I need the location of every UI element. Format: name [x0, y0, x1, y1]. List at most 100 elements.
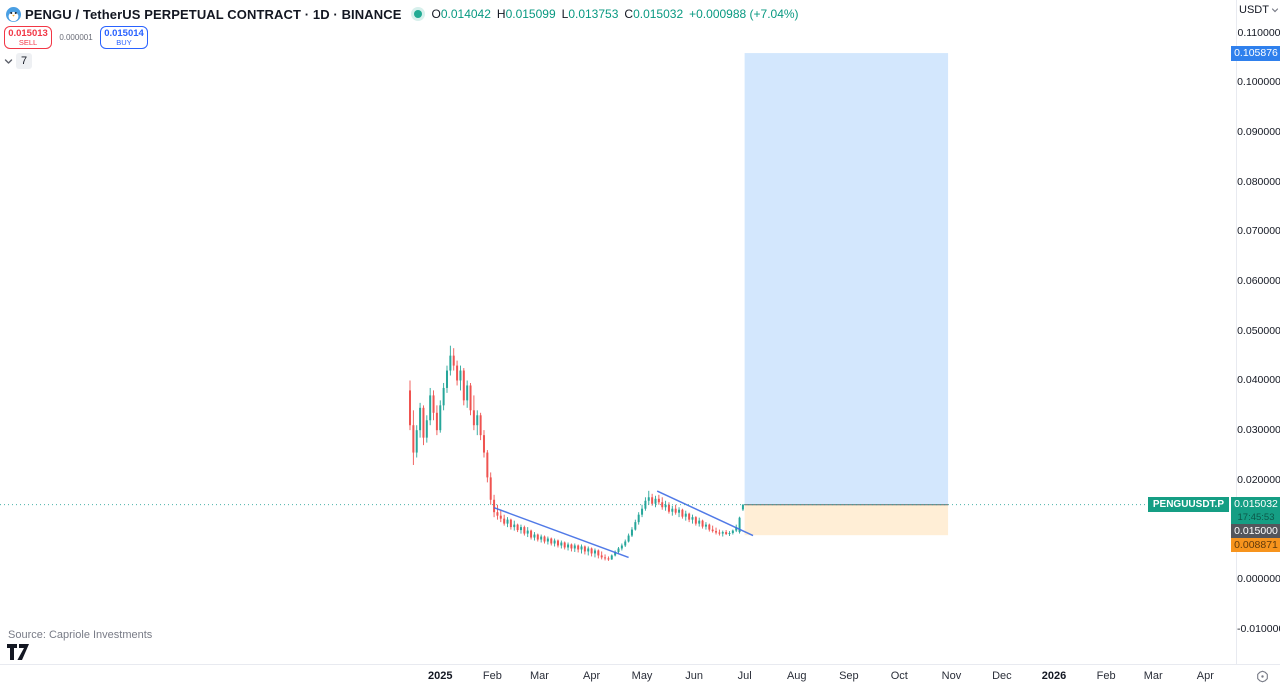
- price-tick: 0.100000: [1237, 76, 1280, 89]
- sell-button[interactable]: 0.015013 SELL: [4, 26, 52, 49]
- candle-body: [708, 524, 711, 530]
- time-tick: Dec: [992, 670, 1012, 682]
- candle-body: [482, 435, 485, 453]
- candle-body: [647, 497, 650, 501]
- chevron-down-icon: [1271, 8, 1279, 13]
- candle-body: [409, 390, 411, 426]
- candle-body: [546, 538, 549, 542]
- candle-body: [469, 385, 472, 411]
- trendline[interactable]: [493, 507, 629, 559]
- time-tick: May: [631, 670, 653, 682]
- candle-body: [526, 530, 529, 534]
- candle-body: [593, 550, 596, 554]
- time-tick: Jul: [737, 670, 752, 682]
- candle-body: [701, 520, 704, 527]
- candle-body: [610, 555, 613, 560]
- stop-price-label[interactable]: 0.008871: [1231, 537, 1280, 552]
- candle-body: [513, 524, 516, 528]
- time-tick: 2025: [428, 670, 453, 682]
- currency-selector[interactable]: USDT: [1239, 4, 1279, 16]
- candle-body: [496, 512, 499, 516]
- candle-body: [684, 513, 687, 517]
- candle-body: [600, 555, 603, 558]
- candle-body: [425, 420, 428, 438]
- candle-body: [429, 395, 432, 421]
- candle-body: [678, 509, 681, 513]
- candle-body: [462, 370, 465, 401]
- price-tick: 0.030000: [1237, 424, 1280, 437]
- tradingview-logo[interactable]: [7, 644, 29, 660]
- time-axis[interactable]: 2025 Feb Mar Apr May Jun Jul Aug Sep Oct Nov Dec 202…: [0, 664, 1280, 686]
- ohlc-values: O 0.014042 H 0.015099 L 0.013753 C 0.015032 …: [432, 7, 799, 21]
- candle-body: [516, 524, 519, 531]
- candle-body: [641, 508, 644, 515]
- price-tick: 0.040000: [1237, 374, 1280, 387]
- pengu-coin-icon: [6, 6, 21, 22]
- candle-body: [718, 532, 721, 534]
- candle-body: [553, 540, 556, 544]
- candle-body: [654, 498, 657, 504]
- chart-pane[interactable]: PENGU / TetherUS PERPETUAL CONTRACT · 1D…: [0, 0, 1236, 664]
- time-tick: Aug: [786, 670, 807, 682]
- candle-body: [741, 504, 744, 510]
- candle-body: [728, 533, 731, 535]
- candle-body: [657, 498, 660, 503]
- close-value: 0.015032: [633, 7, 684, 21]
- sell-price: 0.015013: [8, 27, 48, 39]
- candle-body: [604, 557, 607, 559]
- candle-body: [570, 544, 573, 549]
- drawings-count-chip[interactable]: 7: [16, 53, 32, 69]
- candle-body: [738, 517, 741, 533]
- time-tick: Nov: [941, 670, 962, 682]
- candle-body: [479, 415, 482, 436]
- candle-body: [617, 548, 620, 552]
- candle-body: [556, 540, 559, 546]
- candle-body: [422, 407, 425, 438]
- low-label: L: [561, 7, 569, 21]
- candle-body: [627, 535, 630, 542]
- low-value: 0.013753: [568, 7, 619, 21]
- candle-body: [667, 504, 670, 512]
- buy-button[interactable]: 0.015014 BUY: [100, 26, 148, 49]
- candle-body: [489, 477, 492, 500]
- price-tick: 0.060000: [1237, 275, 1280, 288]
- candle-body: [597, 550, 600, 556]
- price-tick: 0.080000: [1237, 175, 1280, 188]
- change-value: +0.000988 (+7.04%): [689, 7, 799, 21]
- currency-label: USDT: [1239, 4, 1269, 16]
- candle-body: [456, 365, 459, 381]
- trendline[interactable]: [656, 490, 754, 537]
- candle-body: [664, 504, 667, 508]
- time-tick: Feb: [482, 670, 502, 682]
- candle-body: [630, 529, 633, 536]
- candle-body: [590, 548, 593, 554]
- candle-body: [731, 530, 734, 534]
- candle-body: [476, 415, 479, 426]
- market-status-dot[interactable]: [413, 10, 422, 18]
- candle-body: [445, 370, 448, 388]
- scales-settings-icon[interactable]: [1256, 670, 1269, 683]
- price-axis[interactable]: USDT 0.110000 0.100000 0.090000 0.080000 0.0…: [1231, 0, 1280, 664]
- symbol-title[interactable]: PENGU / TetherUS PERPETUAL CONTRACT · 1D…: [25, 6, 402, 22]
- time-tick: Mar: [529, 670, 549, 682]
- candle-body: [634, 522, 637, 530]
- time-tick: Oct: [890, 670, 908, 682]
- candle-body: [543, 536, 546, 542]
- entry-price-label[interactable]: 0.015000: [1231, 523, 1280, 538]
- price-tick: -0.010000: [1237, 622, 1280, 635]
- candle-body: [435, 412, 438, 431]
- object-tree-collapsed[interactable]: 7: [3, 53, 32, 69]
- candle-body: [681, 509, 684, 517]
- candle-body: [439, 405, 442, 431]
- price-tick: 0.050000: [1237, 324, 1280, 337]
- price-chart-canvas[interactable]: [0, 0, 1236, 664]
- target-price-label[interactable]: 0.105876: [1231, 46, 1280, 62]
- candle-body: [661, 502, 664, 508]
- long-position-profit-box[interactable]: [744, 53, 949, 505]
- long-position-stop-box[interactable]: [744, 504, 949, 536]
- time-tick: Apr: [583, 670, 601, 682]
- candle-body: [530, 530, 533, 538]
- candle-body: [674, 508, 677, 513]
- chevron-down-icon: [4, 58, 13, 64]
- close-label: C: [624, 7, 634, 21]
